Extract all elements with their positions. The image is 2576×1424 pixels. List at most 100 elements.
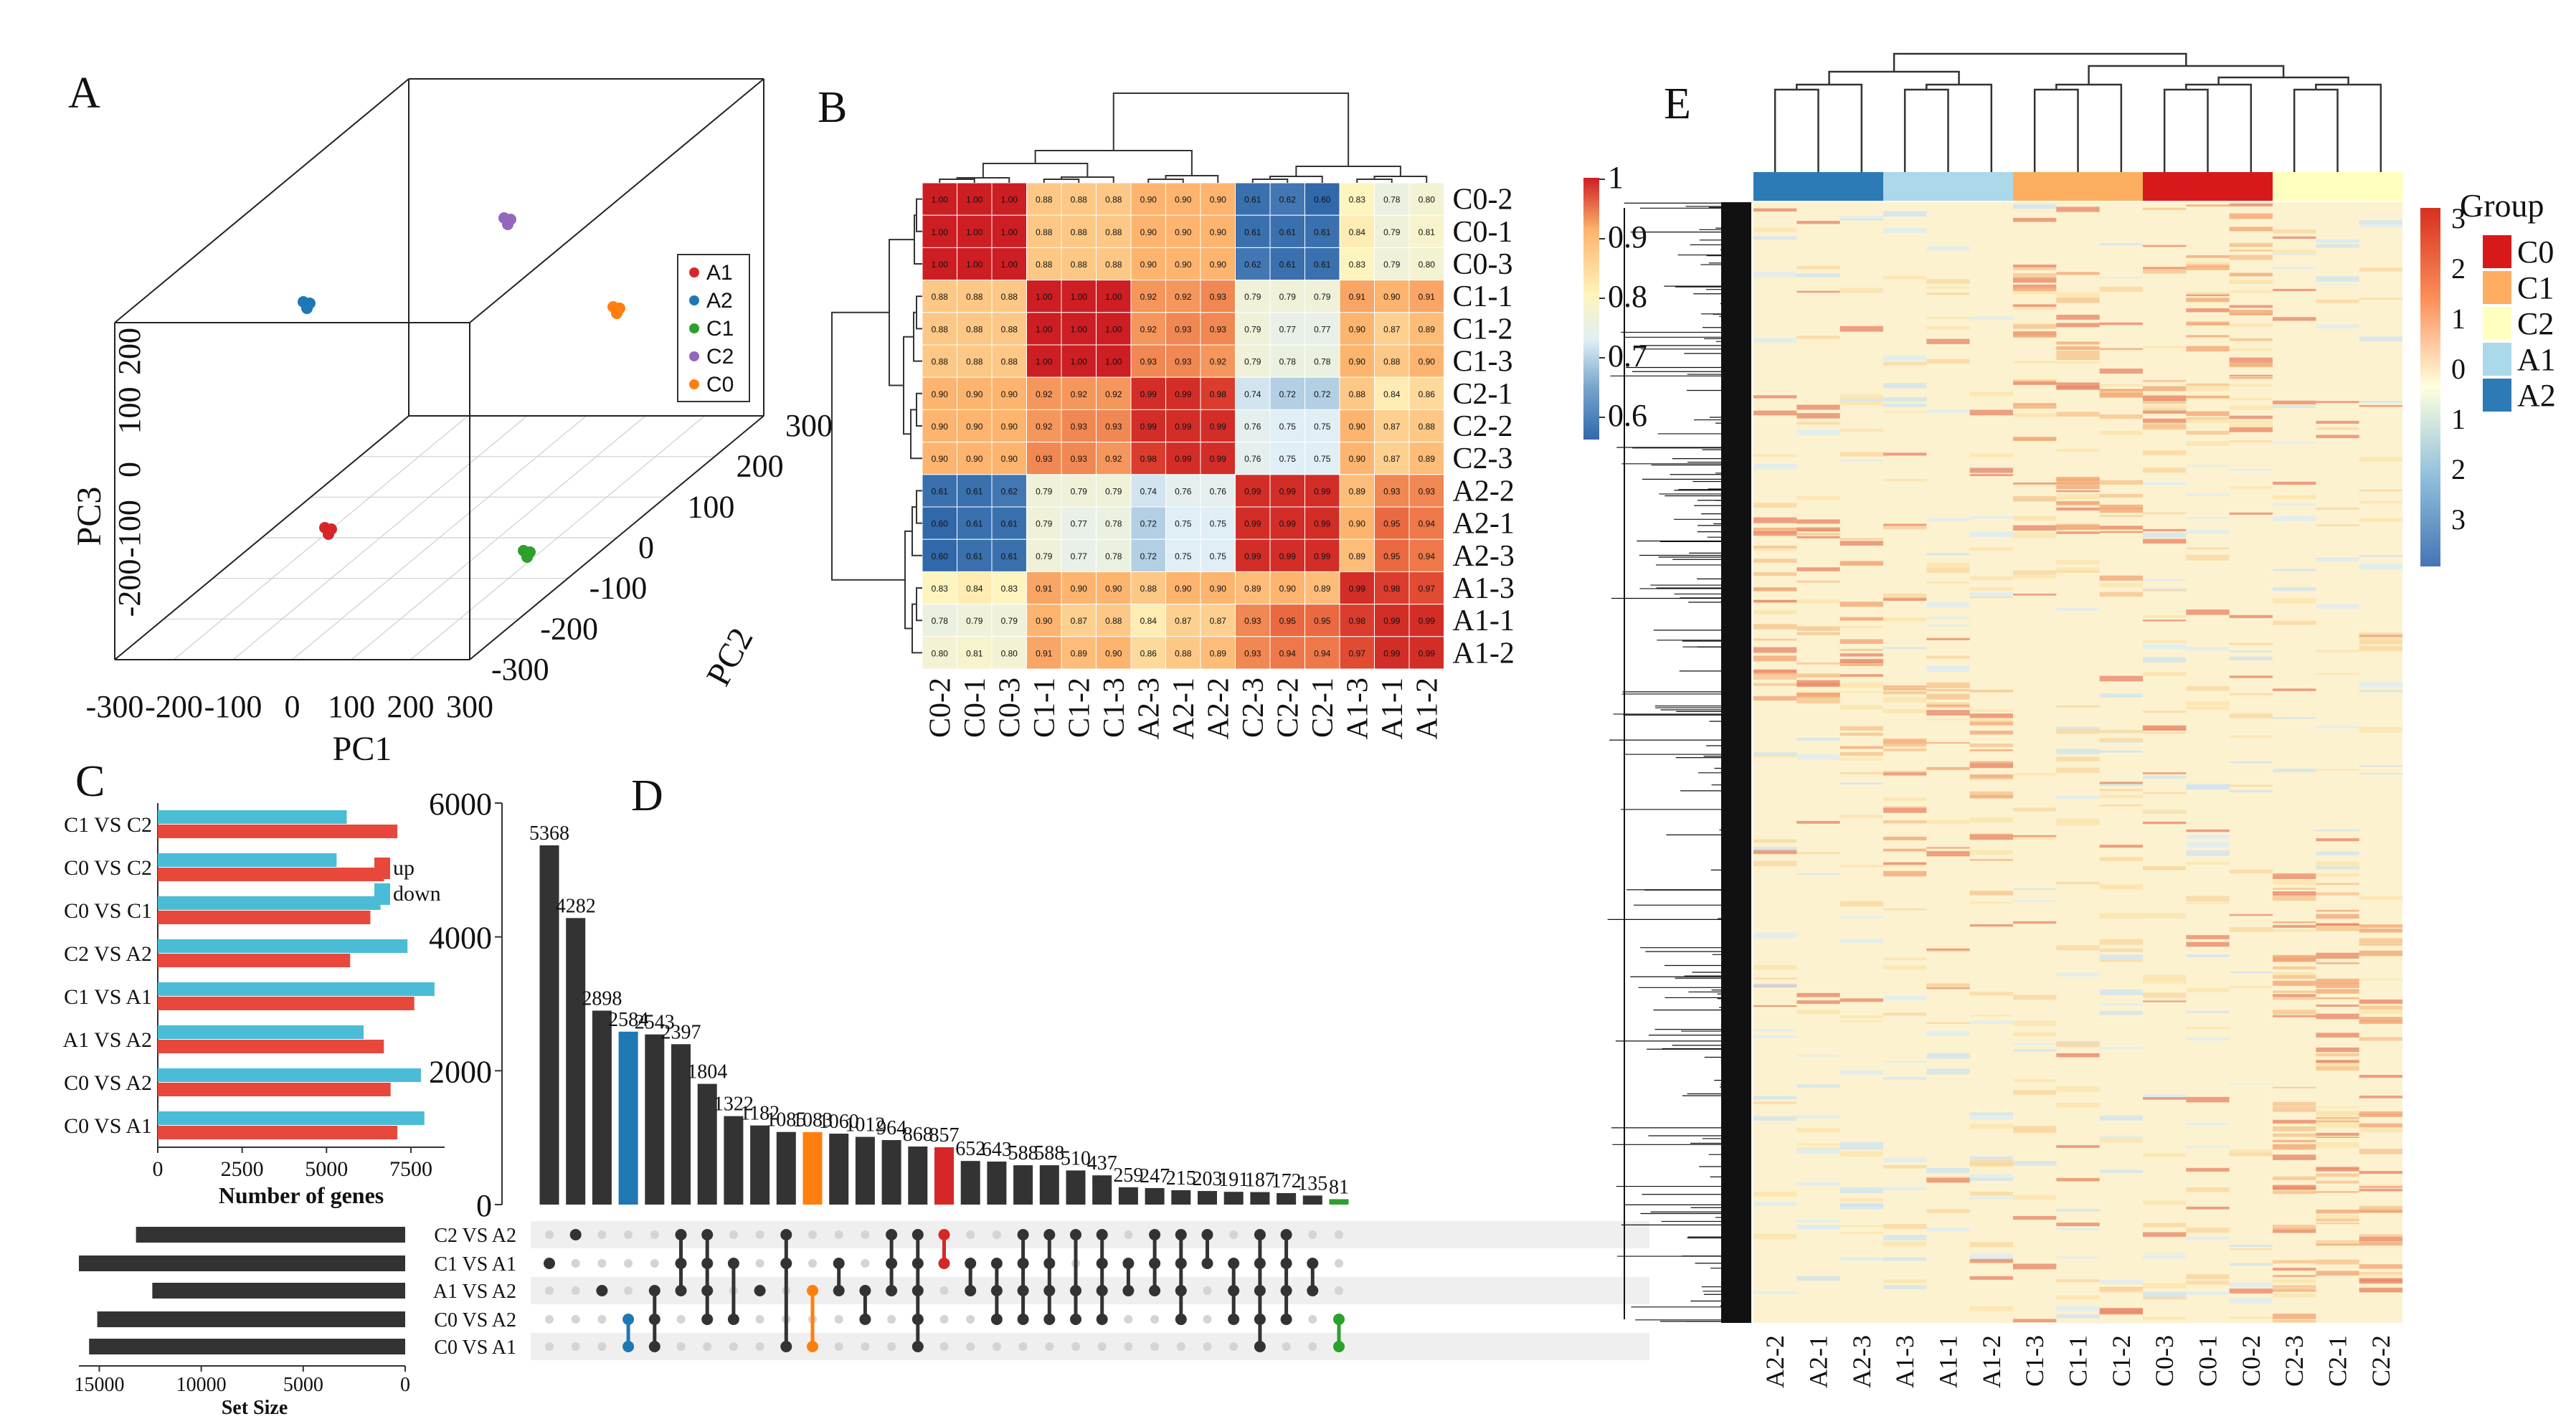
row-dendrogram-branch <box>916 587 922 622</box>
column-dendrogram-branch <box>2217 76 2349 85</box>
row-label: C2-2 <box>1453 410 1513 443</box>
expression-stripe <box>2229 486 2273 489</box>
box-edge <box>114 78 409 323</box>
expression-stripe <box>2273 1260 2316 1264</box>
expression-stripe <box>1839 916 1883 919</box>
matrix-dot-inactive <box>1335 1259 1343 1268</box>
heatmap-cell-value: 0.62 <box>1244 260 1261 270</box>
expression-stripe <box>1969 587 2013 591</box>
legend-label: C2 <box>2517 306 2554 341</box>
heatmap-cell-value: 0.99 <box>1175 454 1192 464</box>
expression-stripe <box>2273 1176 2316 1181</box>
expression-stripe <box>2229 1316 2273 1319</box>
expression-stripe <box>1883 908 1927 911</box>
expression-stripe <box>1796 632 1840 635</box>
expression-stripe <box>1796 680 1840 685</box>
expression-stripe <box>1796 1182 1840 1186</box>
expression-stripe <box>2316 1047 2359 1053</box>
intersection-count-label: 2397 <box>661 1021 701 1043</box>
heatmap-cell-value: 0.79 <box>1279 292 1297 302</box>
heatmap-cell-value: 0.90 <box>1105 584 1122 594</box>
heatmap-cell <box>1200 344 1236 378</box>
expression-stripe <box>2056 607 2100 611</box>
expression-stripe <box>1969 1242 2013 1248</box>
expression-stripe <box>1969 316 2013 321</box>
heatmap-cell-value: 0.91 <box>1419 292 1436 302</box>
expression-stripe <box>2143 423 2187 429</box>
y-tick-label: -300 <box>491 652 549 687</box>
intersection-count-label: 203 <box>1193 1168 1223 1190</box>
expression-stripe <box>1926 617 1970 620</box>
heatmap-cell-value: 0.88 <box>1419 422 1436 432</box>
expression-stripe <box>1883 1257 1927 1261</box>
intersection-count-label: 588 <box>1034 1142 1064 1164</box>
heatmap-cell <box>1408 442 1444 475</box>
legend-swatch-down <box>374 883 390 905</box>
heatmap-cell-value: 0.61 <box>1001 551 1018 561</box>
bar-down <box>158 982 435 996</box>
expression-stripe <box>2013 1020 2057 1026</box>
expression-stripe <box>2143 1200 2187 1205</box>
expression-stripe <box>2229 1149 2273 1154</box>
intersection-count-label: 4282 <box>556 895 596 917</box>
expression-stripe <box>2143 1316 2187 1320</box>
group-annotation-cell <box>1969 172 2014 201</box>
matrix-dot-inactive <box>1045 1342 1054 1351</box>
heatmap-cell <box>922 442 957 475</box>
matrix-dot-inactive <box>1150 1315 1160 1324</box>
expression-stripe <box>2273 1086 2316 1088</box>
matrix-dot-inactive <box>966 1315 975 1324</box>
expression-stripe <box>2056 559 2100 564</box>
bar-up <box>158 868 384 881</box>
column-dendrogram-branch <box>1926 83 1993 172</box>
expression-stripe <box>2316 324 2359 329</box>
expression-stripe <box>2056 1103 2100 1108</box>
expression-stripe <box>2316 883 2359 886</box>
expression-stripe <box>1969 1276 2013 1280</box>
expression-stripe <box>2099 939 2143 945</box>
heatmap-cell-value: 0.83 <box>1001 584 1018 594</box>
heatmap-cell-value: 0.94 <box>1419 519 1436 529</box>
x-tick-label: 300 <box>446 689 493 724</box>
expression-stripe <box>1969 516 2013 519</box>
column-dendrogram-branch <box>2185 83 2253 172</box>
matrix-dot-active <box>569 1229 582 1240</box>
panel-letter-e: E <box>1664 80 1691 128</box>
expression-stripe <box>2099 948 2143 952</box>
colorbar-tick-label: 2 <box>2451 453 2466 485</box>
expression-stripe <box>2056 361 2100 364</box>
expression-stripe <box>2013 304 2057 308</box>
expression-stripe <box>1883 1235 1927 1240</box>
heatmap-cell <box>957 312 993 346</box>
group-annotation-cell <box>2229 172 2273 201</box>
expression-stripe <box>2273 990 2316 993</box>
expression-stripe <box>2359 1288 2402 1293</box>
x-tick-label: -200 <box>145 689 203 724</box>
heatmap-cell-value: 0.88 <box>966 357 983 367</box>
heatmap-cell <box>1165 571 1201 605</box>
y-tick-label: -100 <box>589 571 648 606</box>
matrix-dot-inactive <box>939 1286 949 1295</box>
heatmap-cell-value: 0.88 <box>1071 260 1088 270</box>
heatmap-cell-value: 0.98 <box>1349 616 1366 626</box>
heatmap-cell-value: 0.61 <box>966 519 983 529</box>
expression-stripe <box>2186 1146 2230 1149</box>
expression-stripe <box>1926 1022 1970 1024</box>
expression-stripe <box>2273 879 2316 885</box>
x-tick-label: 5000 <box>305 1157 348 1181</box>
heatmap-cell <box>1339 604 1375 637</box>
expression-stripe <box>2316 1066 2359 1071</box>
expression-stripe <box>2316 524 2359 526</box>
expression-stripe <box>2273 229 2316 234</box>
expression-stripe <box>1926 1228 1970 1232</box>
heatmap-cell <box>1408 636 1444 670</box>
expression-stripe <box>1926 820 1970 825</box>
intersection-bar <box>934 1147 954 1205</box>
expression-stripe <box>2229 440 2273 443</box>
expression-stripe <box>2143 386 2187 391</box>
expression-stripe <box>2143 775 2187 779</box>
col-label: C0-2 <box>924 678 957 738</box>
intersection-bar <box>697 1083 717 1205</box>
heatmap-cell-value: 0.75 <box>1279 454 1297 464</box>
heatmap-cell-value: 0.88 <box>932 292 949 302</box>
